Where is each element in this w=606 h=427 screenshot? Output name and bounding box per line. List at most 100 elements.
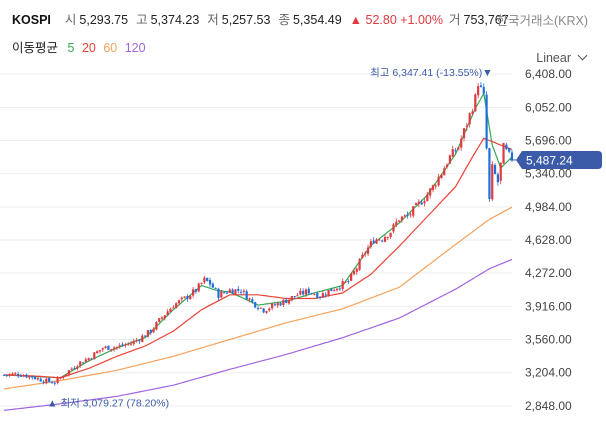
candle xyxy=(409,214,412,216)
candle xyxy=(79,361,82,366)
candle xyxy=(223,292,226,294)
candle xyxy=(324,294,327,296)
candle xyxy=(287,299,291,304)
candle xyxy=(493,164,497,174)
ma-legend-item[interactable]: 20 xyxy=(81,41,96,55)
y-tick-label: 4,628.00 xyxy=(525,233,572,247)
candle xyxy=(482,86,485,94)
candle xyxy=(56,377,59,383)
candle xyxy=(471,111,474,114)
y-tick-label: 5,340.00 xyxy=(525,167,572,181)
candle xyxy=(251,299,254,302)
candle xyxy=(129,343,133,345)
candle xyxy=(67,370,71,375)
candle xyxy=(366,247,370,254)
scale-dropdown[interactable]: Linear xyxy=(536,50,588,65)
candle xyxy=(93,352,96,360)
candle xyxy=(234,289,237,295)
candle xyxy=(508,148,511,152)
candle xyxy=(189,295,192,300)
candle xyxy=(479,85,483,87)
candle xyxy=(200,282,203,284)
candle xyxy=(313,294,316,296)
candle xyxy=(135,340,138,342)
candle xyxy=(158,318,161,322)
ma-legend-item[interactable]: 120 xyxy=(124,41,146,55)
candle xyxy=(310,293,313,295)
candle xyxy=(335,288,339,291)
candle xyxy=(265,311,268,313)
candle xyxy=(208,280,212,285)
candle xyxy=(381,240,384,242)
candle xyxy=(392,224,395,232)
candle xyxy=(457,147,460,150)
candle xyxy=(451,149,454,157)
candle xyxy=(206,277,209,281)
low-value: 5,257.53 xyxy=(221,13,271,27)
candle xyxy=(276,303,279,306)
candle xyxy=(101,348,104,350)
ma-legend-item[interactable]: 5 xyxy=(67,41,75,55)
candle xyxy=(239,291,243,293)
candle xyxy=(406,214,409,216)
ma-120-line xyxy=(3,258,513,411)
candle xyxy=(344,281,347,283)
candle xyxy=(217,288,220,298)
candle xyxy=(341,281,344,290)
candle xyxy=(395,221,398,226)
candle xyxy=(414,203,418,206)
candle xyxy=(96,351,99,354)
candle xyxy=(191,289,195,296)
candle xyxy=(194,289,198,292)
candle xyxy=(437,176,440,186)
candle xyxy=(203,277,206,283)
candle xyxy=(304,289,308,295)
exchange-label: 한국거래소(KRX) xyxy=(496,14,588,28)
candle xyxy=(245,291,248,300)
candle xyxy=(318,296,322,298)
candle xyxy=(87,358,90,361)
candle xyxy=(138,340,141,342)
candle xyxy=(321,293,325,298)
y-tick-label: 4,984.00 xyxy=(525,200,572,214)
candle xyxy=(364,253,367,255)
candle xyxy=(48,378,51,382)
candle xyxy=(160,317,164,319)
candle xyxy=(398,220,401,222)
candle xyxy=(431,185,435,190)
last-price-badge xyxy=(516,150,602,169)
candle xyxy=(220,291,223,298)
candle xyxy=(132,340,135,344)
ma-legend-item[interactable]: 60 xyxy=(103,41,118,55)
candle xyxy=(256,307,260,309)
y-tick-label: 5,696.00 xyxy=(525,134,572,148)
volume-value: 753,767 xyxy=(463,13,509,27)
candle xyxy=(352,271,356,275)
candle xyxy=(454,150,457,152)
candle xyxy=(45,378,48,384)
candle xyxy=(110,349,113,351)
candle xyxy=(62,376,65,378)
candle xyxy=(434,185,437,187)
candle xyxy=(36,378,39,380)
close-label: 종 xyxy=(278,13,290,27)
candle xyxy=(8,374,11,376)
close-value: 5,354.49 xyxy=(292,13,342,27)
candle xyxy=(290,296,293,301)
candle xyxy=(11,373,14,375)
candle xyxy=(115,346,118,348)
y-tick-label: 3,916.00 xyxy=(525,299,572,313)
candle xyxy=(383,237,387,242)
candle xyxy=(155,322,158,330)
candle xyxy=(423,201,426,204)
candle xyxy=(144,335,147,337)
candle xyxy=(499,162,502,181)
candle xyxy=(31,376,34,378)
candle xyxy=(285,299,288,304)
candle xyxy=(81,362,85,364)
candle xyxy=(73,368,76,370)
candle xyxy=(197,283,200,292)
candle xyxy=(163,315,166,319)
candle xyxy=(338,288,341,290)
